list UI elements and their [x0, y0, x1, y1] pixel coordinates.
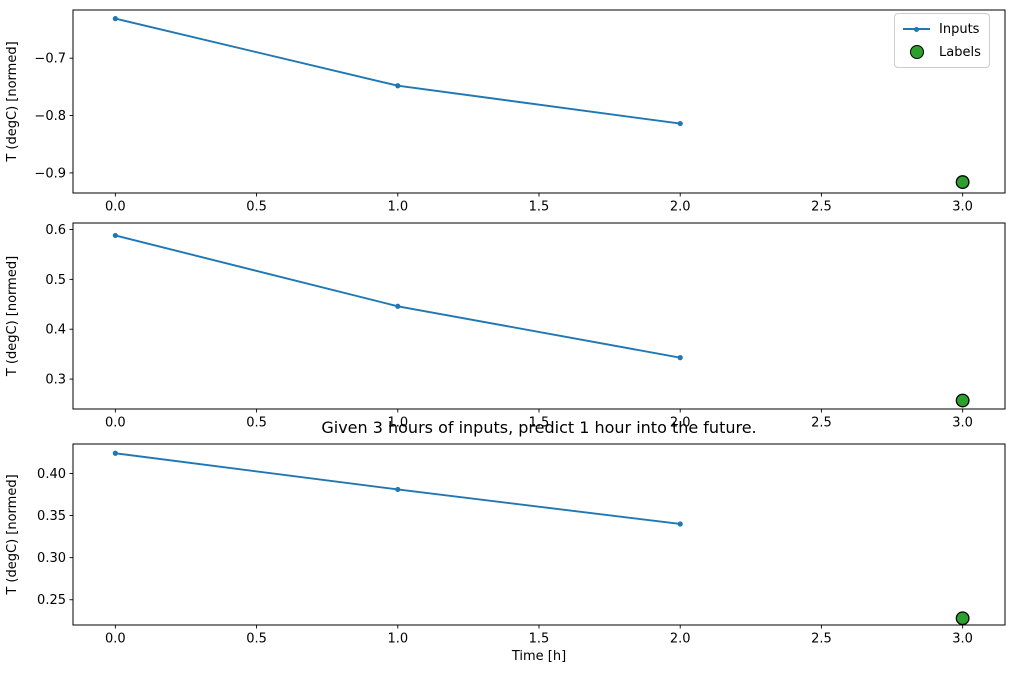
- subplot-2-x-tick-label: 0.0: [105, 416, 126, 431]
- subplot-3-y-tick-label: 0.25: [37, 593, 66, 608]
- subplot-1-x-tick-label: 3.0: [952, 200, 973, 215]
- subplot-2-x-tick-label: 2.0: [670, 416, 691, 431]
- subplot-1-y-tick-label: −0.7: [34, 52, 66, 67]
- subplot-1-x-tick-label: 2.5: [811, 200, 832, 215]
- subplot-1-inputs-point-marker: [112, 16, 118, 22]
- subplot-1-inputs-point-marker: [677, 120, 683, 127]
- subplot-3-x-tick-label: 1.5: [529, 632, 550, 647]
- labels-circle-icon: [903, 45, 930, 59]
- subplot-1-y-tick-label: −0.9: [34, 166, 66, 181]
- legend-item-labels: Labels: [903, 41, 981, 63]
- subplot-2-axes-frame: [72, 222, 1006, 410]
- subplot-3-y-tick-label: 0.35: [37, 509, 66, 524]
- subplot-3-inputs-point-marker: [395, 486, 401, 493]
- subplot-2-x-tick-label: 0.5: [246, 416, 267, 431]
- subplot-3-x-tick-label: 1.0: [387, 632, 408, 647]
- subplot-1-x-tick-label: 0.5: [246, 200, 267, 215]
- subplot-1-x-tick-label: 1.5: [529, 200, 550, 215]
- subplot-1-x-tick-label: 1.0: [387, 200, 408, 215]
- subplot-2-y-tick-label: 0.6: [45, 223, 66, 238]
- subplot-1-labels-scatter-point: [955, 175, 970, 190]
- subplot-1-x-tick-label: 0.0: [105, 200, 126, 215]
- subplot-2-inputs-point-marker: [395, 303, 401, 309]
- legend-item-inputs: Inputs: [903, 18, 981, 40]
- subplot-2-inputs-point-marker: [677, 355, 683, 361]
- subplot-1-y-tick-label: −0.8: [34, 109, 66, 124]
- subplot-3-x-tick-label: 2.5: [811, 632, 832, 647]
- subplot-3-x-tick-label: 3.0: [952, 632, 973, 647]
- legend-label-inputs: Inputs: [939, 21, 980, 37]
- subplot-3-labels-scatter-point: [955, 611, 970, 626]
- inputs-line-icon: [903, 26, 930, 32]
- subplot-1-y-axis-label: T (degC) [normed]: [5, 41, 20, 162]
- subplot-3-y-tick-label: 0.40: [37, 467, 66, 482]
- subplot-2-labels-scatter-point: [955, 393, 970, 408]
- legend-label-labels: Labels: [939, 44, 981, 60]
- subplot-3-x-tick-label: 2.0: [670, 632, 691, 647]
- subplot-1-inputs-point-marker: [395, 83, 401, 89]
- subplot-2-x-tick-label: 3.0: [952, 416, 973, 431]
- subplot-2-x-tick-label: 1.0: [387, 416, 408, 431]
- subplot-3-inputs-point-marker: [677, 521, 683, 527]
- subplot-3-y-axis-label: T (degC) [normed]: [5, 474, 20, 595]
- subplot-1-axes-frame: [72, 9, 1006, 194]
- subplot-1-x-tick-label: 2.0: [670, 200, 691, 215]
- subplot-2-inputs-line: [114, 234, 682, 359]
- subplot-3-x-tick-label: 0.5: [246, 632, 267, 647]
- subplot-2-y-axis-label: T (degC) [normed]: [5, 256, 20, 377]
- legend: Inputs Labels: [894, 13, 990, 68]
- subplot-3-x-tick-label: 0.0: [105, 632, 126, 647]
- subplot-2-x-tick-label: 1.5: [529, 416, 550, 431]
- subplot-2-x-tick-label: 2.5: [811, 416, 832, 431]
- subplot-2-y-tick-label: 0.4: [45, 323, 66, 338]
- subplot-2-inputs-point-marker: [112, 232, 118, 239]
- x-axis-label: Time [h]: [511, 649, 567, 664]
- subplot-3-inputs-point-marker: [112, 450, 118, 456]
- subplot-2-y-tick-label: 0.3: [45, 373, 66, 388]
- subplot-1-inputs-line: [114, 17, 682, 125]
- subplot-3-y-tick-label: 0.30: [37, 551, 66, 566]
- subplot-2-y-tick-label: 0.5: [45, 273, 66, 288]
- subplot-3-axes-frame: [72, 443, 1006, 626]
